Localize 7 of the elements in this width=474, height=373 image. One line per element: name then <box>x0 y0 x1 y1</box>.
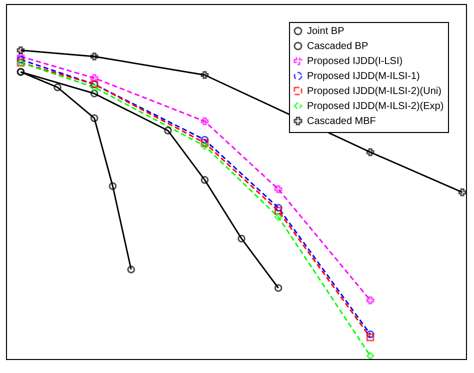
legend-label: Joint BP <box>307 26 345 37</box>
legend-label: Cascaded BP <box>307 41 368 52</box>
legend-label: Proposed IJDD(M-ILSI-2)(Exp) <box>307 101 444 112</box>
legend-label: Cascaded MBF <box>307 116 376 127</box>
legend-label: Proposed IJDD(M-ILSI-2)(Uni) <box>307 86 442 97</box>
legend-label: Proposed IJDD(M-ILSI-1) <box>307 71 420 82</box>
legend-label: Proposed IJDD(I-LSI) <box>307 56 403 67</box>
